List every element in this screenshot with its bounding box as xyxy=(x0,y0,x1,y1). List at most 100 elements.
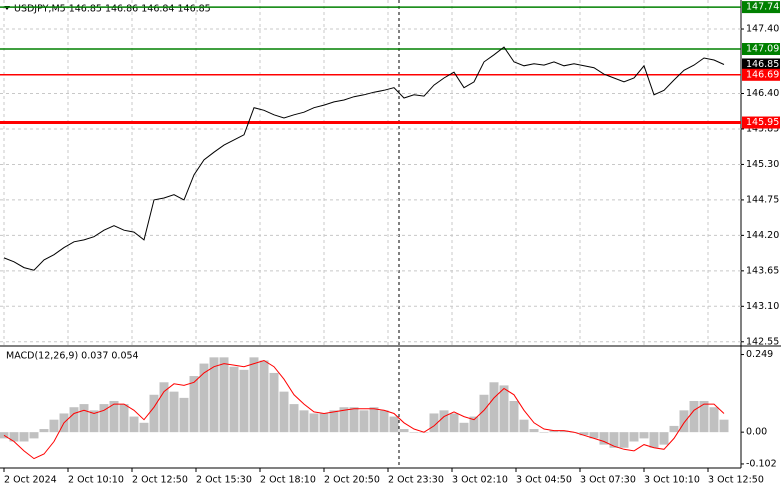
x-tick-label: 3 Oct 07:30 xyxy=(580,475,636,486)
x-tick-label: 2 Oct 23:30 xyxy=(388,475,444,486)
histogram-bar xyxy=(439,410,449,433)
y-tick-label: 143.10 xyxy=(746,301,779,312)
histogram-bar xyxy=(289,404,299,433)
y-tick-label: -0.102 xyxy=(746,458,777,469)
histogram-bar xyxy=(159,382,169,433)
level-label: 145.95 xyxy=(746,117,779,128)
histogram-bar xyxy=(69,407,79,433)
y-tick-label: 144.75 xyxy=(746,194,779,205)
y-tick-label: 144.20 xyxy=(746,230,779,241)
histogram-bar xyxy=(179,397,189,433)
histogram-bar xyxy=(309,413,319,433)
histogram-bar xyxy=(609,432,619,448)
level-label: 146.69 xyxy=(746,69,779,80)
x-tick-label: 2 Oct 20:50 xyxy=(324,475,380,486)
x-tick-label: 2 Oct 15:30 xyxy=(196,475,252,486)
histogram-bar xyxy=(339,407,349,433)
histogram-bar xyxy=(49,419,59,433)
histogram-bar xyxy=(649,432,659,448)
histogram-bar xyxy=(389,416,399,433)
histogram-bar xyxy=(669,425,679,433)
histogram-bar xyxy=(479,394,489,433)
y-tick-label: 145.85 xyxy=(746,123,779,134)
histogram-bar xyxy=(639,432,649,439)
y-tick-label: 0.00 xyxy=(746,427,767,438)
histogram-bar xyxy=(449,413,459,433)
y-tick-label: 146.40 xyxy=(746,88,779,99)
histogram-bar xyxy=(689,400,699,433)
histogram-bar xyxy=(19,432,29,442)
histogram-bar xyxy=(679,410,689,433)
current-price-label: 146.85 xyxy=(746,59,779,70)
histogram-bar xyxy=(149,394,159,433)
price-line xyxy=(3,46,725,271)
histogram-bar xyxy=(329,410,339,433)
x-tick-label: 3 Oct 12:50 xyxy=(708,475,764,486)
histogram-bar xyxy=(579,432,589,436)
macd-title: MACD(12,26,9) 0.037 0.054 xyxy=(6,351,139,362)
x-tick-label: 2 Oct 2024 xyxy=(4,475,57,486)
histogram-bar xyxy=(219,357,229,433)
histogram-bar xyxy=(199,363,209,433)
current-price-box xyxy=(742,58,780,71)
histogram-bar xyxy=(429,413,439,433)
histogram-bar xyxy=(39,429,49,433)
histogram-bar xyxy=(459,422,469,433)
histogram-bar xyxy=(549,430,559,433)
histogram-bar xyxy=(299,410,309,433)
histogram-bar xyxy=(9,432,19,442)
y-tick-label: 0.249 xyxy=(746,349,773,360)
x-tick-label: 3 Oct 10:10 xyxy=(644,475,700,486)
histogram-bar xyxy=(519,419,529,433)
histogram-bar xyxy=(369,407,379,433)
histogram-bar xyxy=(349,407,359,433)
y-tick-label: 142.55 xyxy=(746,336,779,347)
x-tick-label: 2 Oct 12:50 xyxy=(132,475,188,486)
histogram-bar xyxy=(209,357,219,433)
histogram-bar xyxy=(469,416,479,433)
histogram-bar xyxy=(239,369,249,433)
histogram-bar xyxy=(399,429,409,433)
histogram-bar xyxy=(539,432,549,433)
signal-line xyxy=(3,359,725,460)
level-label-box xyxy=(742,68,780,81)
histogram-bar xyxy=(529,429,539,433)
histogram-bar xyxy=(319,413,329,433)
histogram-bar xyxy=(379,410,389,433)
histogram-bar xyxy=(99,404,109,433)
histogram-bar xyxy=(89,410,99,433)
histogram-bar xyxy=(589,432,599,439)
histogram-bar xyxy=(499,385,509,433)
histogram-bar xyxy=(129,416,139,433)
histogram-bar xyxy=(509,400,519,433)
histogram-bar xyxy=(109,400,119,433)
histogram-bar xyxy=(359,410,369,433)
histogram-bar xyxy=(599,432,609,445)
histogram-bar xyxy=(629,432,639,442)
histogram-bar xyxy=(279,391,289,433)
level-label-box xyxy=(742,43,780,56)
x-tick-label: 2 Oct 10:10 xyxy=(68,475,124,486)
y-tick-label: 143.65 xyxy=(746,265,779,276)
histogram-bar xyxy=(619,432,629,448)
x-tick-label: 3 Oct 02:10 xyxy=(452,475,508,486)
level-label-box xyxy=(742,116,780,129)
histogram-bar xyxy=(269,372,279,433)
histogram-bar xyxy=(699,400,709,433)
histogram-bar xyxy=(249,357,259,433)
histogram-bar xyxy=(259,360,269,433)
histogram-bar xyxy=(659,432,669,445)
histogram-bar xyxy=(229,366,239,433)
x-tick-label: 2 Oct 18:10 xyxy=(260,475,316,486)
y-tick-label: 147.40 xyxy=(746,24,779,35)
level-label-box xyxy=(742,1,780,14)
histogram-bar xyxy=(79,404,89,433)
y-tick-label: 145.30 xyxy=(746,159,779,170)
x-tick-label: 3 Oct 04:50 xyxy=(516,475,572,486)
histogram-bar xyxy=(489,382,499,433)
level-label: 147.74 xyxy=(746,2,779,13)
histogram-bar xyxy=(29,432,39,439)
histogram-bar xyxy=(409,432,419,433)
